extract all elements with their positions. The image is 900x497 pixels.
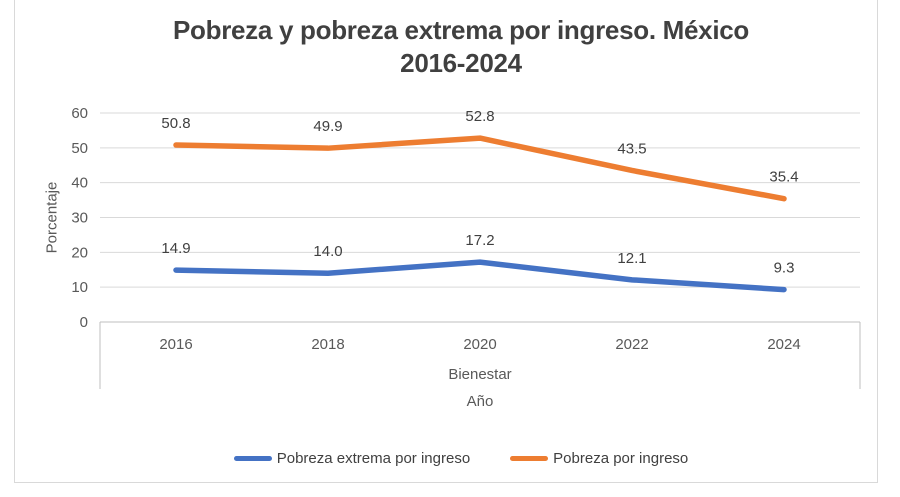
legend-label: Pobreza extrema por ingreso bbox=[276, 449, 471, 467]
legend-item-pobreza-extrema-por-ingreso: Pobreza extrema por ingreso bbox=[233, 449, 471, 467]
data-label: 12.1 bbox=[617, 250, 646, 267]
data-label: 17.2 bbox=[465, 232, 494, 249]
x-tick-label: 2024 bbox=[767, 336, 800, 353]
chart-area: Pobreza y pobreza extrema por ingreso. M… bbox=[14, 0, 878, 483]
y-tick-label: 10 bbox=[71, 279, 88, 296]
x-tick-label: 2018 bbox=[311, 336, 344, 353]
y-tick-label: 50 bbox=[71, 140, 88, 157]
data-label: 35.4 bbox=[769, 169, 798, 186]
series-line-pobreza-extrema-por-ingreso bbox=[173, 259, 787, 293]
legend-label: Pobreza por ingreso bbox=[553, 449, 689, 467]
y-tick-label: 30 bbox=[71, 210, 88, 227]
data-label: 49.9 bbox=[313, 118, 342, 135]
chart-title-line2: 2016-2024 bbox=[400, 48, 522, 78]
legend: Pobreza extrema por ingreso Pobreza por … bbox=[29, 448, 893, 468]
y-axis-title: Porcentaje bbox=[43, 181, 61, 254]
data-label: 14.0 bbox=[313, 243, 342, 260]
chart-title-line1: Pobreza y pobreza extrema por ingreso. M… bbox=[172, 15, 750, 45]
legend-item-pobreza-por-ingreso: Pobreza por ingreso bbox=[510, 450, 688, 467]
y-tick-label: 20 bbox=[71, 244, 88, 261]
data-label: 50.8 bbox=[161, 115, 190, 132]
x-tick-label: 2020 bbox=[463, 336, 496, 353]
legend-line-swatch-blue bbox=[233, 455, 272, 461]
y-tick-label: 40 bbox=[71, 175, 88, 192]
x-axis-title: Año bbox=[466, 393, 494, 410]
x-tick-label: 2016 bbox=[159, 336, 192, 353]
x-axis-group-label: Bienestar bbox=[448, 366, 512, 383]
data-label: 52.8 bbox=[465, 108, 494, 125]
y-tick-label: 60 bbox=[71, 105, 88, 122]
y-tick-label: 0 bbox=[80, 314, 88, 331]
data-label: 9.3 bbox=[774, 260, 795, 277]
series-line-pobreza-por-ingreso bbox=[173, 135, 787, 202]
legend-line-swatch-orange bbox=[510, 455, 549, 461]
chart-title: Pobreza y pobreza extrema por ingreso. M… bbox=[29, 14, 893, 80]
data-label: 43.5 bbox=[617, 140, 646, 157]
x-tick-label: 2022 bbox=[615, 336, 648, 353]
data-label: 14.9 bbox=[161, 240, 190, 257]
